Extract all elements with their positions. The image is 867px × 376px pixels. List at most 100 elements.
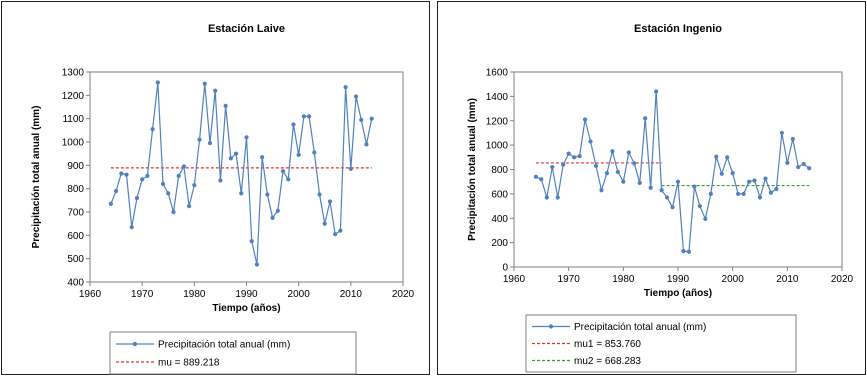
y-tick-label: 400 [491, 214, 508, 225]
data-point [627, 150, 631, 154]
data-point [135, 196, 139, 200]
data-point [681, 249, 685, 253]
data-point [550, 165, 554, 169]
data-point [742, 192, 746, 196]
x-tick-label: 1970 [131, 289, 154, 300]
data-point [621, 180, 625, 184]
data-point [616, 170, 620, 174]
data-point [338, 229, 342, 233]
data-point [649, 186, 653, 190]
data-point [281, 169, 285, 173]
data-point [763, 177, 767, 181]
data-point [297, 153, 301, 157]
y-tick-label: 1200 [62, 91, 85, 102]
x-axis-label: Tiempo (años) [644, 288, 712, 299]
x-tick-label: 2010 [340, 289, 363, 300]
series-line [536, 92, 809, 252]
data-point [539, 177, 543, 181]
y-axis-label: Precipitación total anual (mm) [31, 106, 42, 249]
data-point [676, 180, 680, 184]
data-point [250, 239, 254, 243]
data-point [692, 184, 696, 188]
data-point [561, 163, 565, 167]
series-line [111, 83, 372, 265]
data-point [255, 262, 259, 266]
y-axis-label: Precipitación total anual (mm) [467, 98, 478, 241]
legend-ref-label: mu = 889.218 [158, 358, 220, 369]
data-point [234, 152, 238, 156]
chart-panel-ingenio: Estación Ingenio 0 200 400 600 800 1000 1200 140… [437, 1, 866, 375]
data-point [785, 161, 789, 165]
data-point [260, 155, 264, 159]
data-point [698, 204, 702, 208]
data-point [758, 195, 762, 199]
data-point [244, 135, 248, 139]
chart-laive: Estación Laive 400 500 600 700 800 900 1000 1100… [2, 2, 431, 376]
y-tick-label: 0 [502, 263, 508, 274]
data-point [545, 195, 549, 199]
x-tick-label: 2000 [288, 289, 311, 300]
chart-ingenio: Estación Ingenio 0 200 400 600 800 1000 1200 140… [438, 2, 867, 376]
data-point [218, 178, 222, 182]
data-point [660, 188, 664, 192]
data-point [130, 225, 134, 229]
data-point [780, 131, 784, 135]
data-point [807, 166, 811, 170]
y-tick-label: 1000 [486, 141, 509, 152]
data-point [291, 122, 295, 126]
data-point [359, 118, 363, 122]
data-point [769, 191, 773, 195]
data-point [654, 89, 658, 93]
x-tick-label: 1990 [667, 274, 690, 285]
data-point [534, 175, 538, 179]
data-point [302, 114, 306, 118]
y-tick-label: 1200 [486, 116, 509, 127]
chart-panel-laive: Estación Laive 400 500 600 700 800 900 1000 1100… [1, 1, 430, 375]
legend-series-label: Precipitación total anual (mm) [574, 322, 706, 333]
y-tick-label: 1300 [62, 68, 85, 79]
data-point [583, 117, 587, 121]
data-point [736, 192, 740, 196]
chart-title: Estación Laive [208, 23, 285, 35]
data-point [182, 164, 186, 168]
data-point [774, 187, 778, 191]
data-point [752, 178, 756, 182]
x-tick-label: 2010 [776, 274, 799, 285]
data-point [286, 177, 290, 181]
x-tick-label: 1990 [235, 289, 258, 300]
legend-series-marker [133, 342, 137, 346]
data-point [605, 171, 609, 175]
data-point [572, 155, 576, 159]
x-tick-label: 2000 [722, 274, 745, 285]
data-point [312, 150, 316, 154]
y-tick-label: 400 [67, 278, 84, 289]
legend-series-label: Precipitación total anual (mm) [158, 340, 290, 351]
x-tick-label: 1970 [558, 274, 581, 285]
x-tick-label: 1980 [183, 289, 206, 300]
y-tick-label: 800 [67, 184, 84, 195]
legend-ref-label: mu2 = 668.283 [574, 356, 641, 367]
data-point [203, 82, 207, 86]
data-point [177, 174, 181, 178]
x-tick-label: 2020 [831, 274, 854, 285]
data-point [151, 127, 155, 131]
data-point [114, 189, 118, 193]
data-point [370, 117, 374, 121]
data-point [802, 162, 806, 166]
data-point [354, 94, 358, 98]
plot-area [514, 72, 842, 267]
y-tick-label: 1100 [62, 114, 84, 125]
data-point [731, 171, 735, 175]
data-point [556, 195, 560, 199]
x-tick-label: 1980 [612, 274, 635, 285]
y-tick-label: 500 [67, 254, 84, 265]
data-point [166, 191, 170, 195]
y-tick-label: 1600 [486, 68, 509, 79]
data-point [192, 183, 196, 187]
legend-ref-label: mu1 = 853.760 [574, 339, 641, 350]
data-point [270, 216, 274, 220]
data-point [307, 114, 311, 118]
y-tick-label: 600 [491, 189, 508, 200]
data-point [796, 165, 800, 169]
